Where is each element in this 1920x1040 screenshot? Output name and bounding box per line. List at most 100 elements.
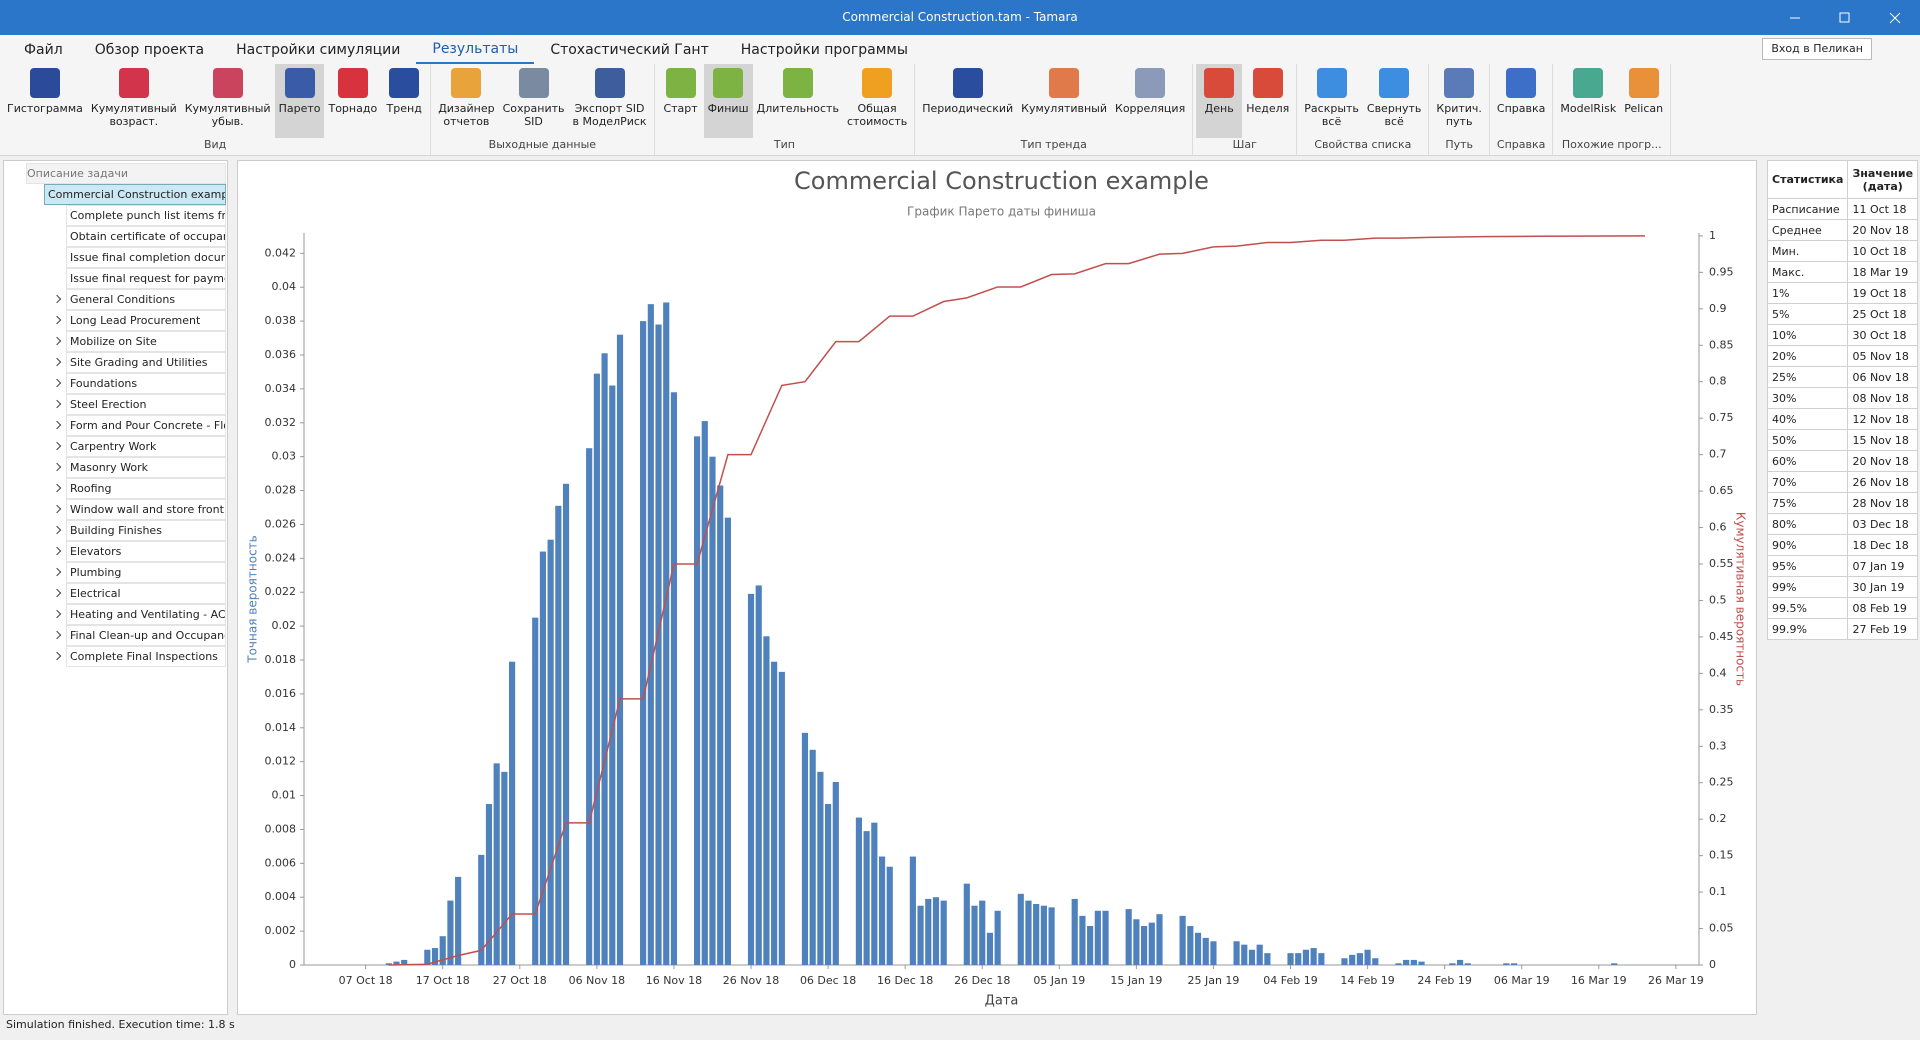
expand-chevron[interactable] — [52, 567, 62, 577]
y2-tick-label: 0.9 — [1709, 302, 1727, 315]
bar — [979, 900, 986, 965]
bar — [616, 334, 624, 965]
tree-item[interactable]: Carpentry Work — [66, 436, 226, 457]
expand-chevron[interactable] — [52, 630, 62, 640]
button-icon — [1049, 68, 1080, 98]
expand-chevron[interactable] — [52, 336, 62, 346]
expand-chevron[interactable] — [52, 357, 62, 367]
tree-item[interactable]: Building Finishes — [66, 520, 226, 541]
tree-item[interactable]: Long Lead Procurement — [66, 310, 226, 331]
ribbon-button[interactable]: Справка — [1493, 64, 1549, 138]
menu-tab[interactable]: Настройки программы — [740, 41, 908, 58]
menu-tab[interactable]: Обзор проекта — [94, 41, 205, 58]
tree-item[interactable]: Issue final completion docume... — [66, 247, 226, 268]
stats-row: 80% 03 Dec 18 — [1766, 513, 1919, 535]
ribbon-button[interactable]: Общая стоимость — [843, 64, 911, 138]
menu-tab[interactable]: Стохастический Гант — [550, 41, 709, 58]
login-button[interactable]: Вход в Пеликан — [1762, 38, 1872, 60]
ribbon-button[interactable]: Периодический — [918, 64, 1017, 138]
expand-chevron[interactable] — [52, 441, 62, 451]
tree-item[interactable]: Electrical — [66, 583, 226, 604]
tree-item[interactable]: Final Clean-up and Occupancy — [66, 625, 226, 646]
tree-item[interactable]: Window wall and store front cl... — [66, 499, 226, 520]
tree-item[interactable]: Elevators — [66, 541, 226, 562]
expand-chevron[interactable] — [52, 462, 62, 472]
ribbon-button[interactable]: Критич. путь — [1432, 64, 1486, 138]
stats-row: 99.5% 08 Feb 19 — [1766, 597, 1919, 619]
expand-chevron[interactable] — [52, 609, 62, 619]
ribbon-button[interactable]: Гистограмма — [3, 64, 87, 138]
ribbon-button[interactable]: Сохранить SID — [499, 64, 569, 138]
expand-chevron[interactable] — [52, 588, 62, 598]
bar — [1071, 898, 1078, 965]
expand-chevron[interactable] — [52, 294, 62, 304]
ribbon-button[interactable]: Кумулятивный возраст. — [87, 64, 181, 138]
expand-chevron[interactable] — [52, 525, 62, 535]
tree-item[interactable]: Complete Final Inspections — [66, 646, 226, 667]
tree-item[interactable]: Heating and Ventilating - AC — [66, 604, 226, 625]
bar — [701, 421, 708, 965]
ribbon-button[interactable]: ModelRisk — [1556, 64, 1620, 138]
expand-chevron[interactable] — [52, 378, 62, 388]
button-icon — [1204, 68, 1235, 98]
ribbon-button[interactable]: Старт — [658, 64, 704, 138]
ribbon-button[interactable]: Корреляция — [1111, 64, 1189, 138]
button-label: ModelRisk — [1560, 102, 1617, 115]
tree-item[interactable]: Obtain certificate of occupancy — [66, 226, 226, 247]
bar — [493, 763, 500, 965]
ribbon-button[interactable]: Кумулятивный — [1017, 64, 1111, 138]
tree-item[interactable]: Issue final request for payment — [66, 268, 226, 289]
menu-tab[interactable]: Настройки симуляции — [236, 41, 401, 58]
menu-tab[interactable]: Файл — [24, 41, 63, 58]
bar — [1418, 961, 1425, 965]
ribbon-button[interactable]: Парето — [274, 64, 325, 138]
window-controls[interactable] — [1790, 10, 1910, 26]
bar — [1256, 944, 1263, 965]
bar — [647, 304, 654, 965]
tree-root[interactable]: Commercial Construction example — [44, 184, 226, 205]
menu-tab[interactable]: Результаты — [416, 36, 535, 64]
button-row: Критич. путь — [1432, 64, 1486, 138]
ribbon-button[interactable]: Кумулятивный убыв. — [181, 64, 275, 138]
stats-cell: 27 Feb 19 — [1847, 618, 1919, 640]
tree-item[interactable]: Site Grading and Utilities — [66, 352, 226, 373]
expand-chevron[interactable] — [52, 420, 62, 430]
ribbon-button[interactable]: Длительность — [753, 64, 843, 138]
tree-item[interactable]: Mobilize on Site — [66, 331, 226, 352]
tree-item[interactable]: Masonry Work — [66, 457, 226, 478]
tree-item[interactable]: Steel Erection — [66, 394, 226, 415]
ribbon-button[interactable]: Pelican — [1620, 64, 1667, 138]
bar — [1040, 905, 1047, 965]
ribbon-button[interactable]: Экспорт SID в МоделРиск — [569, 64, 651, 138]
bar — [1087, 926, 1094, 965]
bar — [1033, 904, 1040, 965]
button-label: День — [1204, 102, 1234, 115]
bar — [917, 905, 924, 965]
tree-item[interactable]: General Conditions — [66, 289, 226, 310]
expand-chevron[interactable] — [52, 651, 62, 661]
expand-chevron[interactable] — [52, 504, 62, 514]
expand-chevron[interactable] — [52, 399, 62, 409]
tree-item[interactable]: Foundations — [66, 373, 226, 394]
stats-cell: Мин. — [1766, 240, 1849, 262]
ribbon-button[interactable]: День — [1196, 64, 1243, 138]
y-tick-label: 0.036 — [265, 348, 297, 361]
tree-item[interactable]: Complete punch list items from... — [66, 205, 226, 226]
ribbon-button[interactable]: Раскрыть всё — [1300, 64, 1363, 138]
ribbon-button[interactable]: Неделя — [1242, 64, 1293, 138]
ribbon-button[interactable]: Финиш — [703, 64, 753, 138]
stats-cell: 28 Nov 18 — [1847, 492, 1919, 514]
tree-item[interactable]: Plumbing — [66, 562, 226, 583]
bar — [1079, 915, 1086, 965]
tree-item[interactable]: Form and Pour Concrete - Floo... — [66, 415, 226, 436]
ribbon-button[interactable]: Дизайнер отчетов — [434, 64, 498, 138]
ribbon-button[interactable]: Свернуть всё — [1363, 64, 1426, 138]
ribbon-button[interactable]: Тренд — [381, 64, 427, 138]
expand-chevron[interactable] — [52, 483, 62, 493]
y2-tick-label: 0.5 — [1709, 593, 1727, 606]
ribbon-button[interactable]: Торнадо — [324, 64, 381, 138]
expand-chevron[interactable] — [52, 546, 62, 556]
expand-chevron[interactable] — [52, 315, 62, 325]
stats-cell: 05 Nov 18 — [1847, 345, 1919, 367]
tree-item[interactable]: Roofing — [66, 478, 226, 499]
